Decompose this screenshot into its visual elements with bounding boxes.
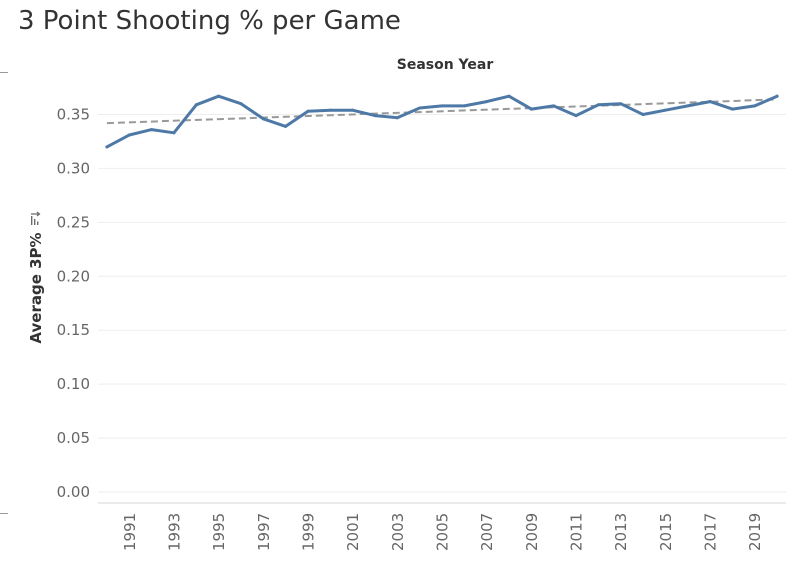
data-point[interactable] — [708, 100, 712, 104]
y-tick-label: 0.20 — [57, 267, 90, 285]
data-point[interactable] — [462, 104, 466, 108]
data-point[interactable] — [217, 94, 221, 98]
x-tick-label: 1999 — [299, 513, 317, 551]
data-point[interactable] — [641, 113, 645, 116]
data-point[interactable] — [373, 114, 377, 118]
data-point[interactable] — [127, 133, 131, 137]
data-point[interactable] — [418, 106, 422, 110]
data-point[interactable] — [194, 103, 198, 107]
chart-title: 3 Point Shooting % per Game — [18, 6, 401, 36]
sort-icon[interactable] — [31, 211, 41, 225]
data-point[interactable] — [507, 94, 511, 98]
gridlines — [98, 114, 786, 493]
data-point[interactable] — [351, 108, 355, 112]
x-tick-label: 2009 — [523, 513, 541, 551]
y-tick-label: 0.05 — [57, 429, 90, 447]
data-point[interactable] — [730, 107, 734, 111]
left-edge-mark — [0, 513, 8, 514]
data-point[interactable] — [328, 108, 332, 112]
x-tick-label: 2019 — [746, 513, 764, 551]
data-point[interactable] — [261, 117, 265, 121]
y-tick-label: 0.35 — [57, 106, 90, 124]
data-point[interactable] — [775, 94, 779, 98]
y-tick-label: 0.30 — [57, 159, 90, 177]
x-tick-label: 1993 — [165, 513, 183, 551]
y-tick-label: 0.10 — [57, 375, 90, 393]
y-tick-label: 0.00 — [57, 483, 90, 501]
data-point[interactable] — [239, 102, 243, 106]
x-tick-label: 1995 — [210, 513, 228, 551]
x-tick-label: 2005 — [434, 513, 452, 551]
x-tick-label: 2017 — [702, 513, 720, 551]
y-tick-label: 0.25 — [57, 213, 90, 231]
data-point[interactable] — [686, 104, 690, 108]
x-tick-label: 2007 — [478, 513, 496, 551]
data-point[interactable] — [172, 131, 176, 135]
series-line — [105, 94, 779, 149]
data-point[interactable] — [150, 128, 154, 132]
data-point[interactable] — [284, 124, 288, 128]
y-tick-label: 0.15 — [57, 321, 90, 339]
x-tick-label: 2013 — [612, 513, 630, 551]
data-point[interactable] — [574, 114, 578, 118]
data-point[interactable] — [753, 104, 757, 108]
x-tick-label: 2011 — [568, 513, 586, 551]
data-point[interactable] — [395, 116, 399, 120]
x-axis-title: Season Year — [397, 57, 494, 73]
y-axis-title: Average 3P% — [27, 232, 45, 343]
data-point[interactable] — [306, 109, 310, 113]
left-edge-mark — [0, 72, 8, 73]
x-axis-ticks: 1991 1993 1995 1997 1999 2001 2003 2005 2007 2009… — [121, 513, 764, 551]
data-point[interactable] — [485, 100, 489, 104]
data-point[interactable] — [663, 108, 667, 112]
x-tick-label: 2015 — [657, 513, 675, 551]
data-point[interactable] — [596, 103, 600, 107]
data-points — [105, 94, 779, 149]
x-tick-label: 1991 — [121, 513, 139, 551]
y-axis-ticks: 0.00 0.05 0.10 0.15 0.20 0.25 0.30 0.35 — [57, 106, 90, 502]
data-point[interactable] — [440, 104, 444, 108]
trend-line — [106, 98, 778, 125]
data-point[interactable] — [105, 145, 109, 149]
x-tick-label: 1997 — [255, 513, 273, 551]
data-point[interactable] — [552, 104, 556, 108]
data-point[interactable] — [529, 107, 533, 111]
x-tick-label: 2001 — [344, 513, 362, 551]
x-tick-label: 2003 — [389, 513, 407, 551]
data-point[interactable] — [619, 102, 623, 106]
